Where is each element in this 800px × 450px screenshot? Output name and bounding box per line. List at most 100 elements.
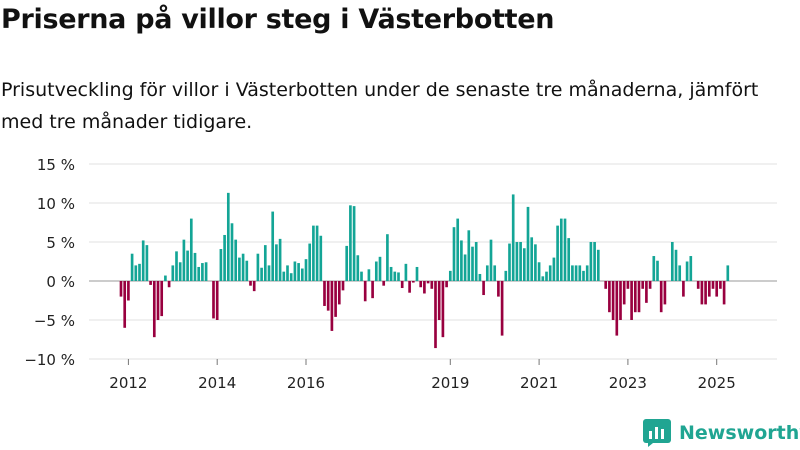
bar <box>215 281 219 320</box>
bar <box>271 211 275 281</box>
bar <box>252 281 256 292</box>
bar <box>556 225 559 281</box>
bar <box>604 281 608 289</box>
bar <box>374 261 378 281</box>
bar <box>415 266 419 281</box>
bar <box>397 272 400 281</box>
bar <box>711 281 715 289</box>
bar <box>319 235 323 281</box>
bar <box>186 250 189 281</box>
bar <box>241 253 245 281</box>
bar <box>226 192 230 281</box>
bar <box>552 257 556 281</box>
bar <box>504 270 508 281</box>
bar <box>156 281 160 320</box>
bar <box>393 271 397 281</box>
bar <box>515 242 519 281</box>
newsworthy-logo: Newsworthy <box>643 418 800 448</box>
y-tick-label: −5 % <box>34 312 75 330</box>
bar <box>589 242 593 281</box>
bar <box>622 281 626 305</box>
bar <box>682 281 685 297</box>
bar <box>178 262 182 281</box>
bar <box>567 238 571 281</box>
bar <box>130 253 134 281</box>
bar <box>204 262 208 281</box>
bar <box>356 255 360 281</box>
y-tick-label: 10 % <box>37 195 75 213</box>
bar <box>345 245 349 281</box>
bar <box>441 281 445 338</box>
bar <box>678 265 682 281</box>
bar <box>485 265 489 281</box>
bar <box>234 239 238 281</box>
bar <box>596 249 600 281</box>
bar <box>315 225 319 281</box>
bar <box>685 261 689 281</box>
bar <box>386 234 389 281</box>
bar <box>559 218 563 281</box>
bar <box>219 249 223 281</box>
chart-icon <box>643 419 671 447</box>
page-title: Priserna på villor steg i Västerbotten <box>1 4 555 35</box>
bar <box>367 269 371 281</box>
bar <box>508 243 511 281</box>
bar <box>408 281 411 293</box>
bar <box>123 281 127 328</box>
bar <box>352 206 356 281</box>
bar <box>138 263 141 281</box>
bar <box>619 281 622 320</box>
bar <box>337 281 341 305</box>
bar <box>474 242 478 281</box>
bar <box>530 237 534 281</box>
x-tick-label: 2016 <box>287 374 325 392</box>
x-tick-label: 2014 <box>198 374 236 392</box>
bar <box>482 281 485 296</box>
bar <box>571 265 574 281</box>
bar <box>411 281 415 283</box>
bar <box>152 281 156 338</box>
bar <box>249 281 252 286</box>
bar <box>670 242 674 281</box>
bar <box>308 243 312 281</box>
bar <box>645 281 648 303</box>
x-tick-label: 2025 <box>698 374 736 392</box>
bar <box>434 281 437 349</box>
bar <box>722 281 726 305</box>
bar <box>608 281 611 313</box>
bar <box>289 273 293 281</box>
bar <box>223 234 226 281</box>
bar <box>663 281 667 305</box>
bar <box>145 245 149 281</box>
x-tick-label: 2021 <box>520 374 558 392</box>
bar <box>545 271 548 281</box>
bar <box>182 239 186 281</box>
bar <box>659 281 663 313</box>
x-axis: 2012 2014 2016 2019 2021 2023 2025 <box>109 359 736 392</box>
bar <box>696 281 700 289</box>
bar <box>426 281 430 284</box>
y-tick-label: 5 % <box>46 234 75 252</box>
bar <box>201 263 204 281</box>
bar <box>304 259 308 281</box>
bar <box>167 281 171 288</box>
y-tick-label: 0 % <box>46 273 75 291</box>
bar <box>537 262 541 281</box>
y-axis-labels: 15 % 10 % 5 % 0 % −5 % −10 % <box>24 156 75 369</box>
bar <box>585 265 589 281</box>
bar <box>637 281 641 313</box>
bar <box>445 281 448 288</box>
bar <box>471 246 474 281</box>
bar <box>323 281 326 306</box>
bar <box>256 253 260 281</box>
bar <box>312 225 315 281</box>
bar <box>719 281 722 289</box>
bar <box>674 249 678 281</box>
bar <box>726 265 730 281</box>
bar <box>263 245 267 281</box>
bar <box>615 281 619 336</box>
bar <box>489 239 493 281</box>
bar <box>260 267 263 281</box>
bar <box>497 281 500 297</box>
